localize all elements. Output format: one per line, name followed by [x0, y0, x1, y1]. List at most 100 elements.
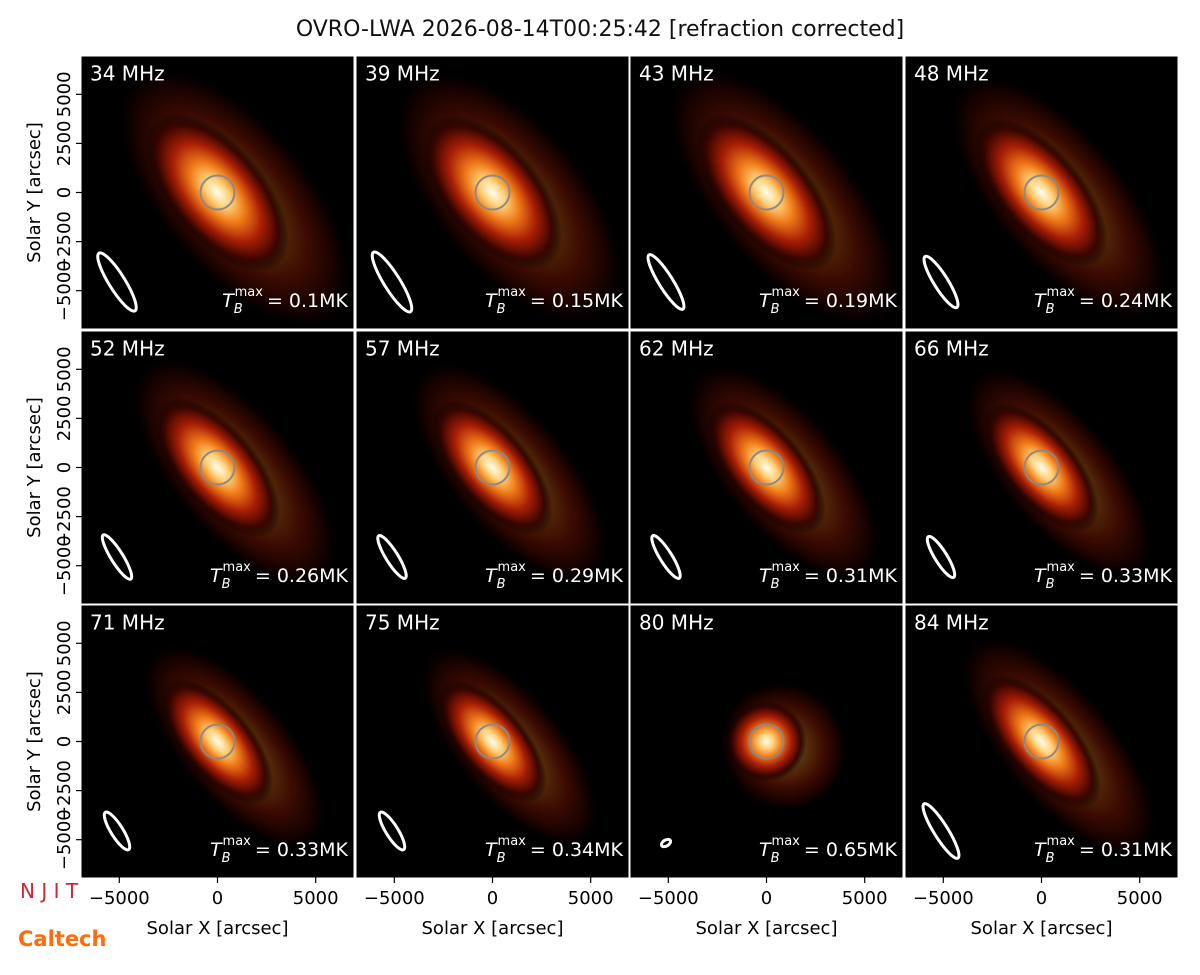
title: OVRO-LWA 2026-08-14T00:25:42 [refraction… [296, 17, 904, 42]
beam [96, 251, 138, 313]
tb-symbol: T [485, 290, 498, 312]
tb-symbol: T [222, 290, 235, 312]
radio-image [684, 361, 883, 584]
tmax-value: = 0.29MK [530, 565, 624, 587]
tmax-label: TBmax = 0.65MK [759, 834, 898, 866]
panel: 52 MHz TBmax = 0.26MK [81, 331, 354, 604]
beam [646, 253, 686, 311]
panel: 39 MHz TBmax = 0.15MK [356, 56, 629, 329]
panel: 84 MHz TBmax = 0.31MK [905, 605, 1178, 878]
tb-superscript: max [235, 285, 264, 300]
emission [161, 679, 274, 804]
beam [922, 254, 960, 310]
tb-superscript: max [498, 285, 527, 300]
solar-limb [199, 723, 236, 760]
y-tick-label: 0 [54, 187, 75, 198]
y-tick-label: −5000 [54, 535, 75, 596]
tb-subscript: B [771, 577, 780, 592]
tb-superscript: max [498, 834, 527, 849]
tb-subscript: B [771, 302, 780, 317]
x-tick-label: 5000 [568, 888, 614, 909]
tmax-value: = 0.1MK [267, 290, 349, 312]
y-tick-label: −2500 [54, 486, 75, 547]
x-tick-label: 0 [1036, 888, 1047, 909]
radio-image [129, 354, 340, 591]
x-tick-label: 5000 [842, 888, 888, 909]
beam [659, 837, 673, 849]
tb-symbol: T [1034, 565, 1047, 587]
y-axis-label: Solar Y [arcsec] [24, 397, 45, 538]
emission [432, 400, 553, 535]
y-tick-label: 5000 [54, 71, 75, 117]
panel: 48 MHz TBmax = 0.24MK [905, 56, 1178, 329]
x-tick-label: −5000 [364, 888, 425, 909]
tmax-value: = 0.26MK [255, 565, 349, 587]
x-axis-label: Solar X [arcsec] [696, 918, 838, 939]
radio-image [962, 364, 1155, 581]
y-tick-label: 0 [54, 462, 75, 473]
frequency-label: 80 MHz [639, 611, 714, 635]
tmax-label: TBmax = 0.29MK [485, 560, 624, 592]
tb-symbol: T [1034, 839, 1047, 861]
x-axis-label: Solar X [arcsec] [422, 918, 564, 939]
y-tick-label: 2500 [54, 120, 75, 166]
tmax-label: TBmax = 0.15MK [485, 285, 624, 317]
x-tick-label: −5000 [638, 888, 699, 909]
frequency-label: 52 MHz [90, 337, 165, 361]
x-tick-label: −5000 [89, 888, 150, 909]
emission [154, 397, 281, 538]
panel-frame [356, 56, 629, 329]
tmax-label: TBmax = 0.31MK [759, 560, 898, 592]
tmax-value: = 0.33MK [1079, 565, 1173, 587]
radio-image [408, 358, 611, 587]
tmax-value: = 0.15MK [530, 290, 624, 312]
tb-symbol: T [210, 565, 223, 587]
emission [726, 701, 807, 782]
tb-superscript: max [498, 560, 527, 575]
tb-subscript: B [497, 302, 506, 317]
frequency-label: 75 MHz [365, 611, 440, 635]
tmax-label: TBmax = 0.26MK [210, 560, 349, 592]
tb-subscript: B [497, 851, 506, 866]
y-tick-label: 5000 [54, 620, 75, 666]
frequency-label: 62 MHz [639, 337, 714, 361]
tb-subscript: B [222, 851, 231, 866]
tmax-value: = 0.65MK [804, 839, 898, 861]
frequency-label: 39 MHz [365, 62, 440, 86]
y-tick-label: −2500 [54, 760, 75, 821]
tb-superscript: max [223, 834, 252, 849]
tmax-value: = 0.31MK [804, 565, 898, 587]
x-tick-label: 0 [487, 888, 498, 909]
y-axis-label: Solar Y [arcsec] [24, 122, 45, 263]
tb-symbol: T [759, 290, 772, 312]
solar-limb [474, 449, 511, 486]
frequency-label: 43 MHz [639, 62, 714, 86]
panel: 75 MHz TBmax = 0.34MK [356, 605, 629, 878]
tb-symbol: T [759, 839, 772, 861]
tb-superscript: max [223, 560, 252, 575]
y-tick-label: −5000 [54, 260, 75, 321]
tb-symbol: T [485, 565, 498, 587]
emission [422, 115, 563, 270]
tmax-label: TBmax = 0.31MK [1034, 834, 1173, 866]
tb-symbol: T [759, 565, 772, 587]
panel-frame [630, 56, 903, 329]
x-tick-label: 0 [761, 888, 772, 909]
panel-frame [905, 331, 1178, 604]
frequency-label: 66 MHz [914, 337, 989, 361]
beam [650, 534, 682, 580]
x-axis-label: Solar X [arcsec] [971, 918, 1113, 939]
y-tick-label: 2500 [54, 669, 75, 715]
tmax-label: TBmax = 0.34MK [485, 834, 624, 866]
solar-limb [1023, 723, 1060, 760]
radio-image [393, 67, 627, 328]
panel: 34 MHz TBmax = 0.1MK [81, 56, 354, 329]
tb-symbol: T [485, 839, 498, 861]
solar-limb [748, 449, 785, 486]
frequency-label: 57 MHz [365, 337, 440, 361]
y-tick-label: −2500 [54, 211, 75, 272]
beam [370, 250, 414, 314]
x-axis-label: Solar X [arcsec] [147, 918, 289, 939]
emission [146, 113, 289, 272]
